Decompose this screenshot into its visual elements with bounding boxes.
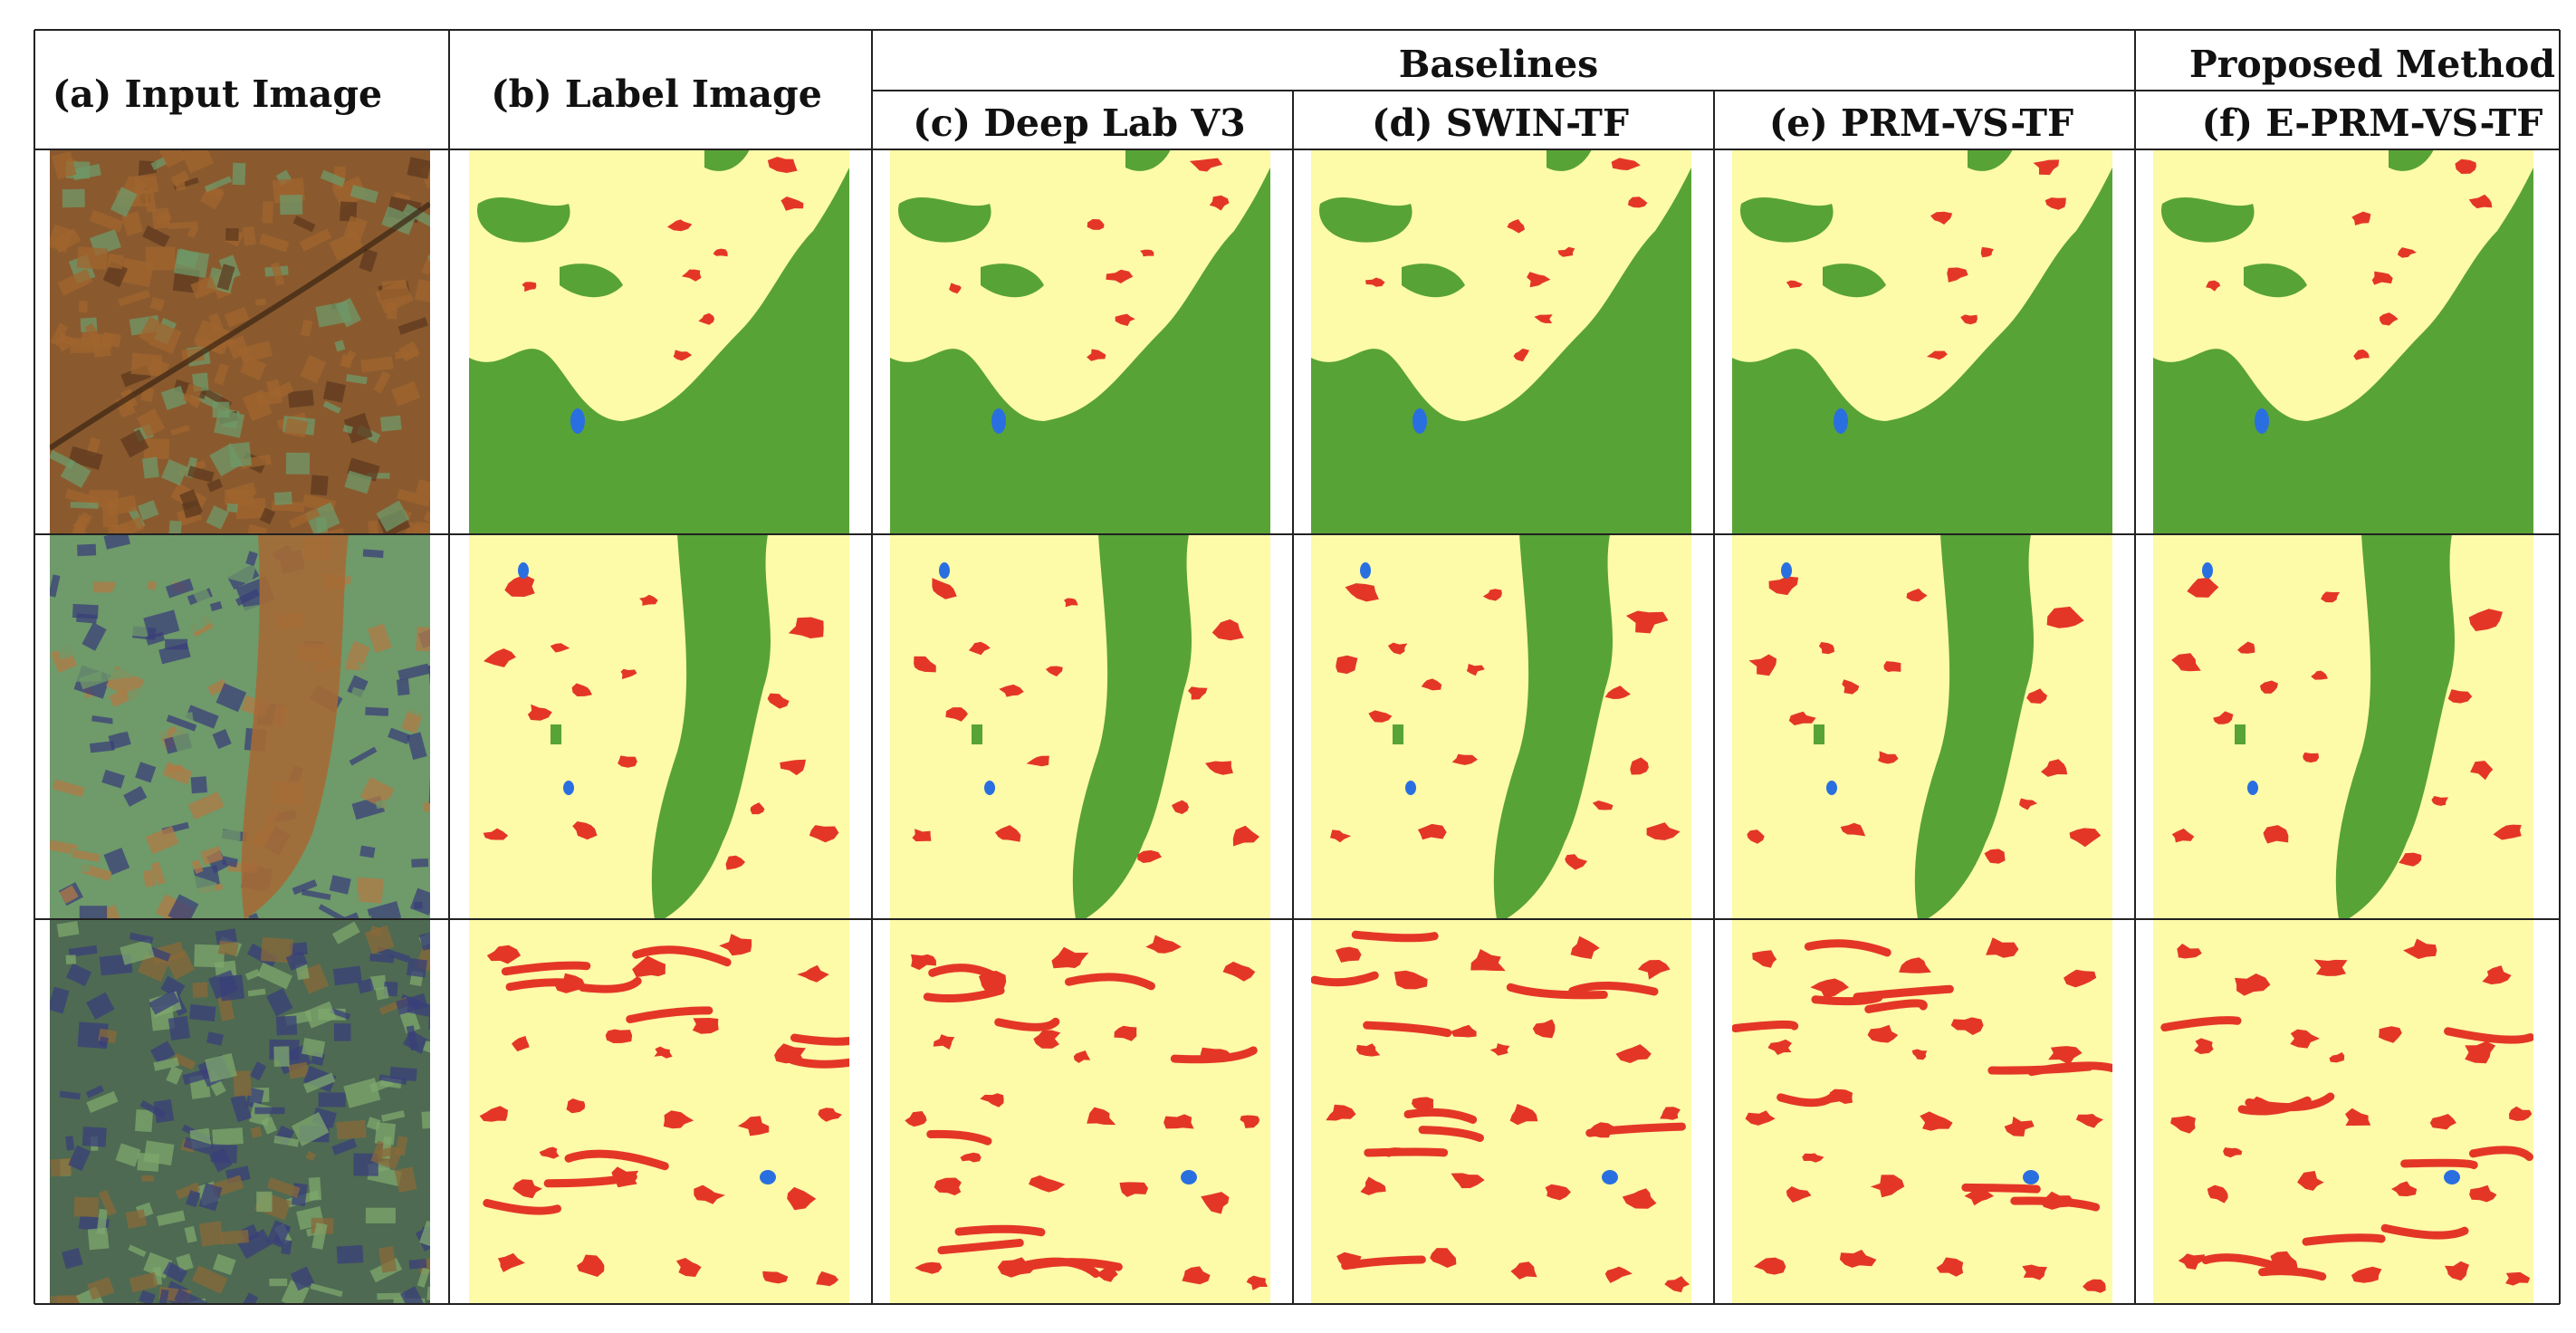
cell-swin-tf-row-2 — [1311, 534, 1691, 919]
cell-e-prm-vs-tf-row-3 — [2153, 919, 2533, 1304]
header-baselines: Baselines — [1399, 43, 1599, 86]
table-grid-lines — [34, 29, 2561, 1305]
cell-label-row-2 — [469, 534, 849, 919]
header-input-image: (a) Input Image — [53, 72, 382, 116]
cell-input-row-1 — [50, 149, 430, 534]
cell-label-row-1 — [469, 149, 849, 534]
header-swin-tf: (d) SWIN-TF — [1372, 101, 1629, 145]
header-deeplab-v3: (c) Deep Lab V3 — [913, 101, 1245, 145]
cell-swin-tf-row-1 — [1311, 149, 1691, 534]
header-label-image: (b) Label Image — [491, 72, 822, 116]
cell-deeplab-v3-row-1 — [890, 149, 1270, 534]
cell-input-row-2 — [50, 534, 430, 919]
cell-swin-tf-row-3 — [1311, 919, 1691, 1304]
cell-prm-vs-tf-row-3 — [1732, 919, 2112, 1304]
header-prm-vs-tf: (e) PRM-VS-TF — [1769, 101, 2073, 145]
cell-input-row-3 — [50, 919, 430, 1304]
cell-deeplab-v3-row-2 — [890, 534, 1270, 919]
cell-e-prm-vs-tf-row-2 — [2153, 534, 2533, 919]
cell-deeplab-v3-row-3 — [890, 919, 1270, 1304]
header-proposed-method: Proposed Method — [2189, 43, 2555, 86]
cell-label-row-3 — [469, 919, 849, 1304]
image-grid — [50, 149, 2533, 1304]
cell-prm-vs-tf-row-2 — [1732, 534, 2112, 919]
cell-e-prm-vs-tf-row-1 — [2153, 149, 2533, 534]
cell-prm-vs-tf-row-1 — [1732, 149, 2112, 534]
header-e-prm-vs-tf: (f) E-PRM-VS-TF — [2202, 101, 2543, 145]
